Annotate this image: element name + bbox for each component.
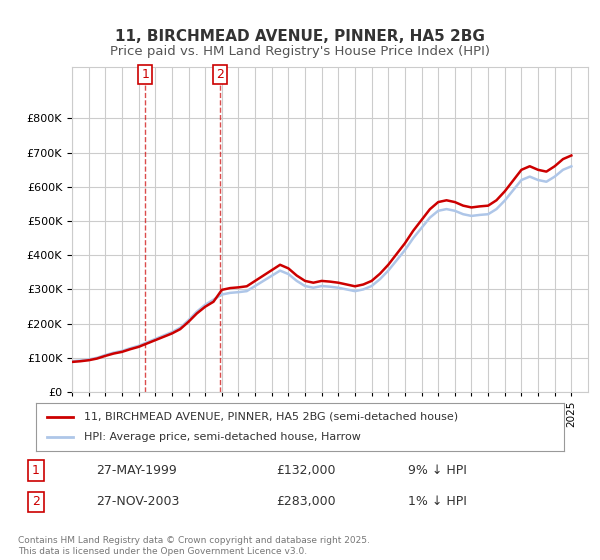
Text: 9% ↓ HPI: 9% ↓ HPI <box>408 464 467 477</box>
Text: 27-NOV-2003: 27-NOV-2003 <box>96 496 179 508</box>
Text: 27-MAY-1999: 27-MAY-1999 <box>96 464 177 477</box>
Text: 1% ↓ HPI: 1% ↓ HPI <box>408 496 467 508</box>
Text: £283,000: £283,000 <box>276 496 335 508</box>
Text: 11, BIRCHMEAD AVENUE, PINNER, HA5 2BG: 11, BIRCHMEAD AVENUE, PINNER, HA5 2BG <box>115 29 485 44</box>
Text: 11, BIRCHMEAD AVENUE, PINNER, HA5 2BG (semi-detached house): 11, BIRCHMEAD AVENUE, PINNER, HA5 2BG (s… <box>83 412 458 422</box>
Text: 2: 2 <box>217 68 224 81</box>
Text: £132,000: £132,000 <box>276 464 335 477</box>
Text: Contains HM Land Registry data © Crown copyright and database right 2025.
This d: Contains HM Land Registry data © Crown c… <box>18 536 370 556</box>
Text: HPI: Average price, semi-detached house, Harrow: HPI: Average price, semi-detached house,… <box>83 432 361 442</box>
Text: Price paid vs. HM Land Registry's House Price Index (HPI): Price paid vs. HM Land Registry's House … <box>110 45 490 58</box>
Text: 2: 2 <box>32 496 40 508</box>
Text: 1: 1 <box>142 68 149 81</box>
Text: 1: 1 <box>32 464 40 477</box>
